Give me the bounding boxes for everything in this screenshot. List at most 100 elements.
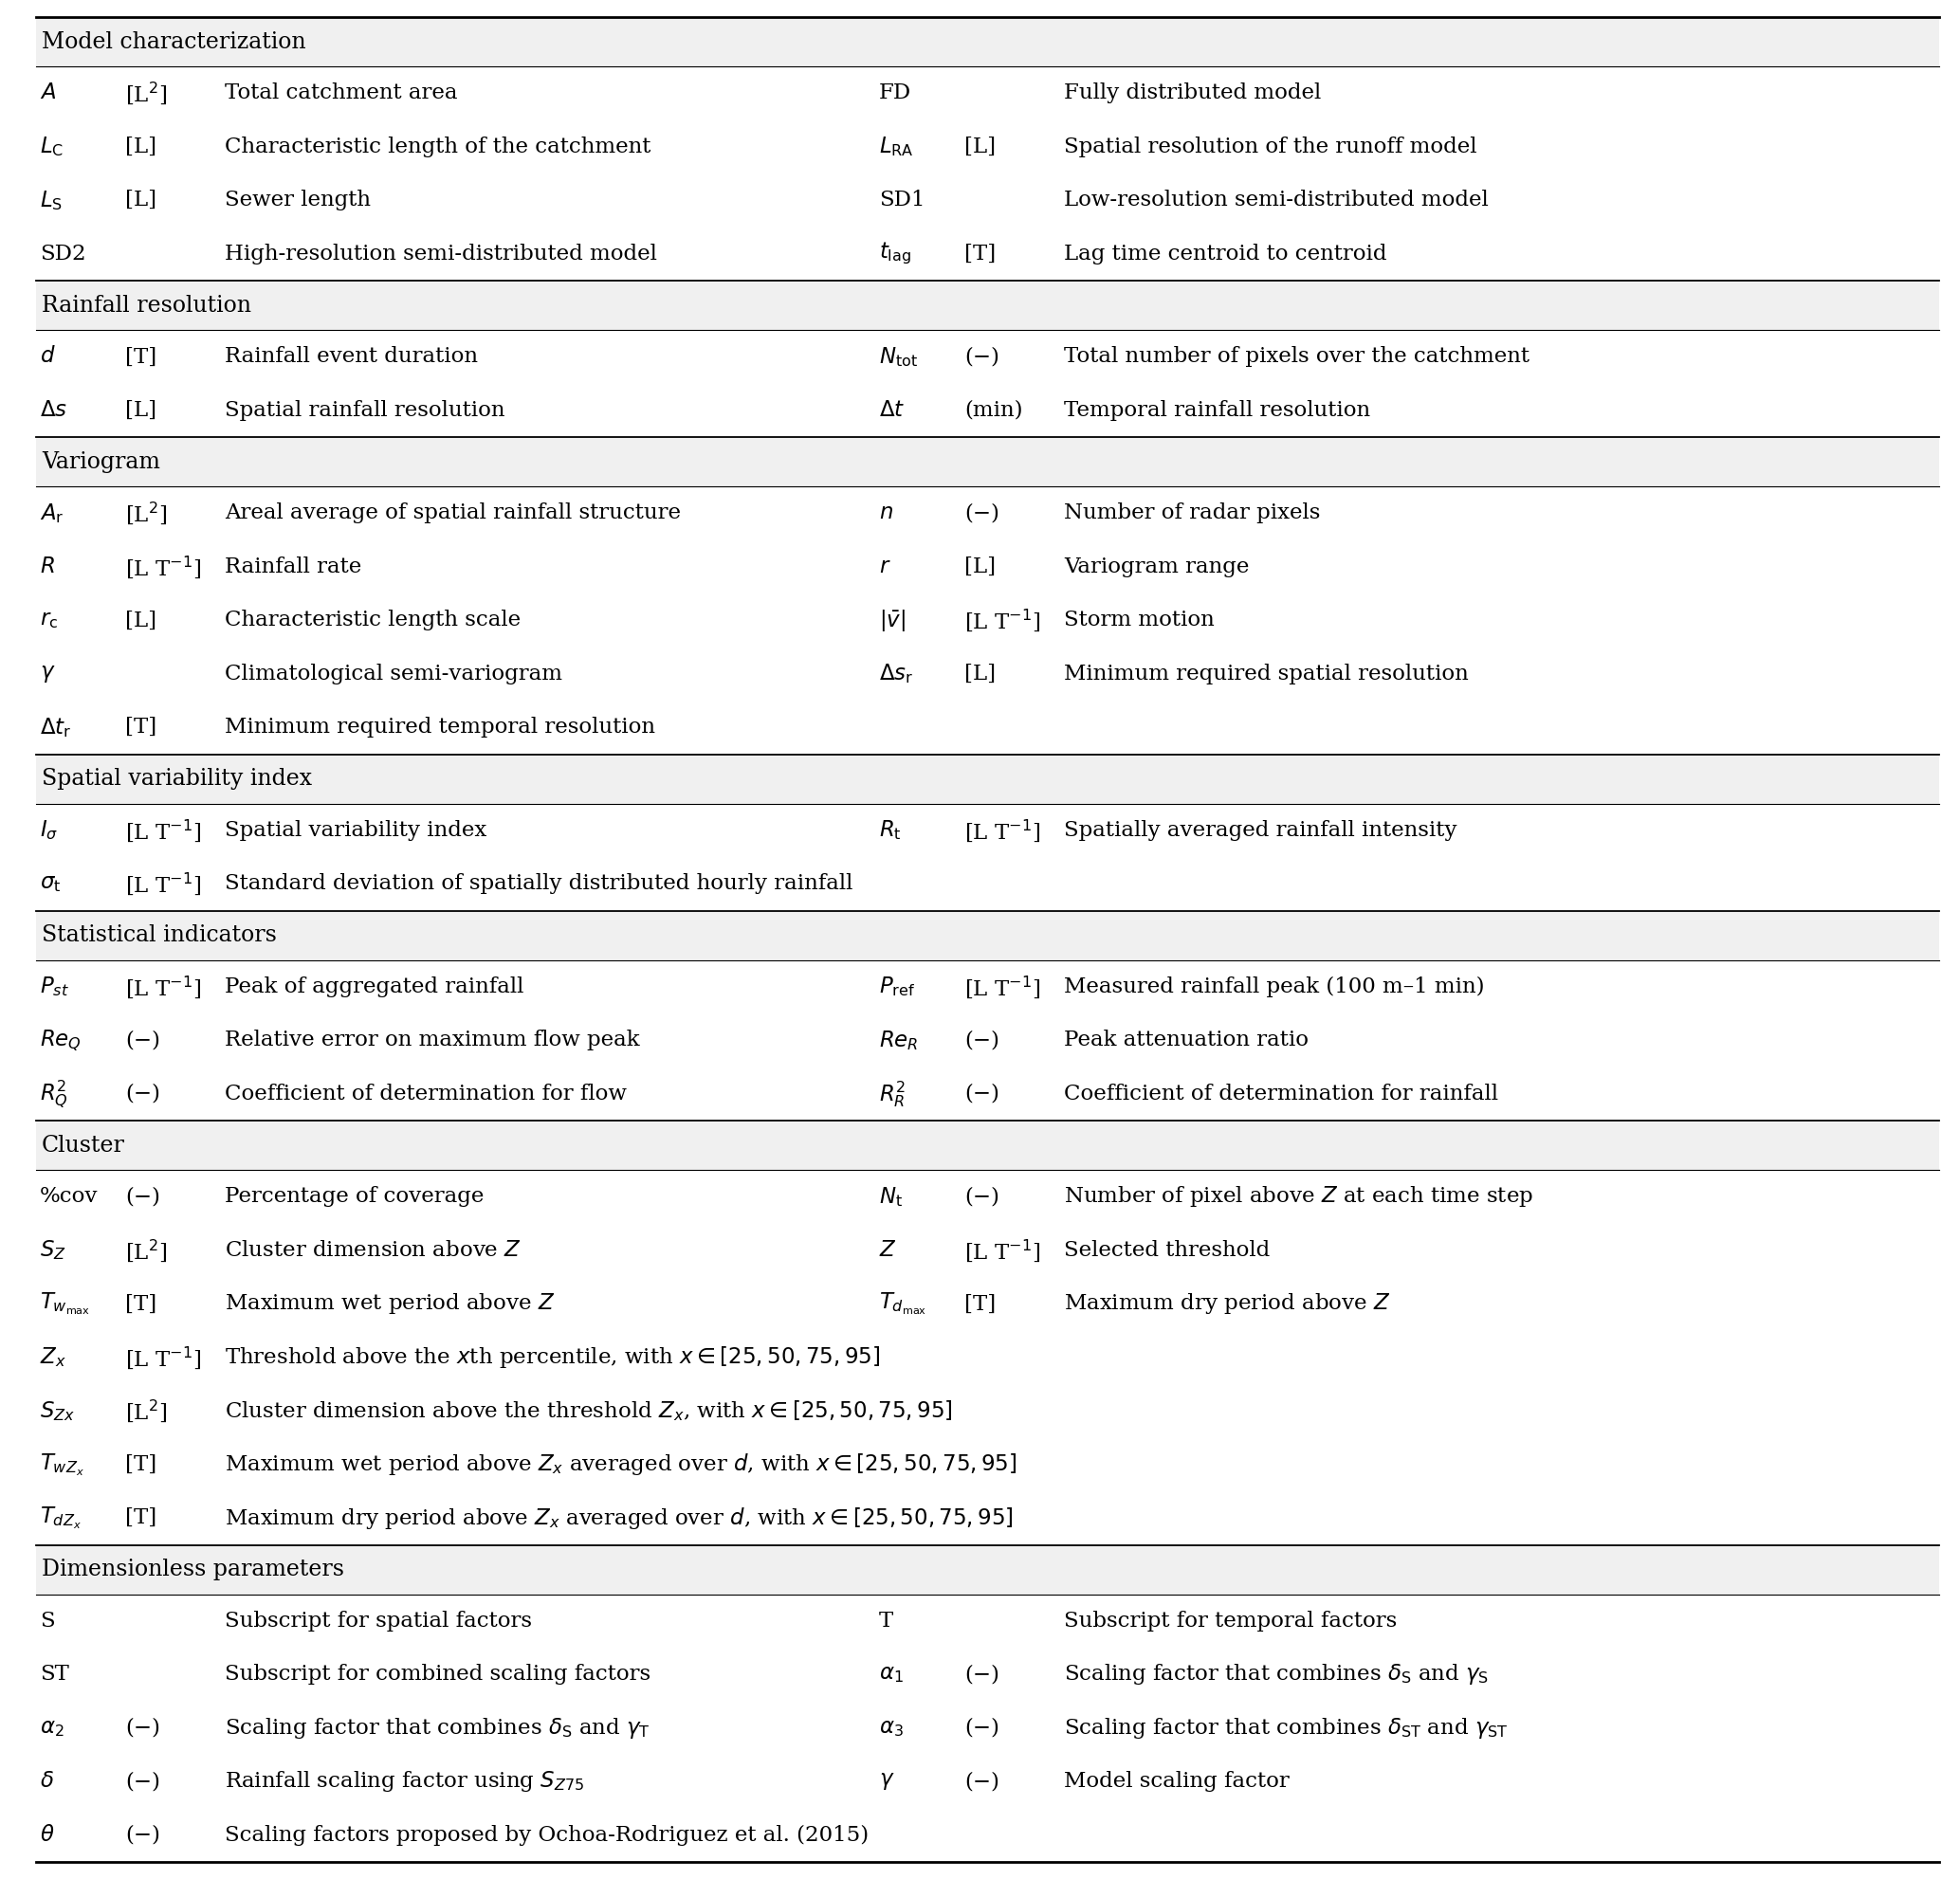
Text: [L$^{2}$]: [L$^{2}$]	[125, 500, 167, 526]
Text: $Z_{x}$: $Z_{x}$	[39, 1345, 67, 1370]
Text: [L T$^{-1}$]: [L T$^{-1}$]	[964, 607, 1041, 633]
Text: Total catchment area: Total catchment area	[225, 83, 457, 103]
Text: (−): (−)	[125, 1717, 161, 1738]
Text: Spatial rainfall resolution: Spatial rainfall resolution	[225, 400, 506, 421]
Text: $R_{Q}^{2}$: $R_{Q}^{2}$	[39, 1079, 69, 1110]
Text: $\alpha_2$: $\alpha_2$	[39, 1717, 65, 1738]
Text: [L T$^{-1}$]: [L T$^{-1}$]	[964, 817, 1041, 844]
Text: Threshold above the $x$th percentile, with $x \in [25, 50, 75, 95]$: Threshold above the $x$th percentile, wi…	[225, 1345, 880, 1370]
Text: Relative error on maximum flow peak: Relative error on maximum flow peak	[225, 1030, 639, 1050]
Text: $A_{\mathrm{r}}$: $A_{\mathrm{r}}$	[39, 502, 65, 524]
Text: (−): (−)	[125, 1084, 161, 1105]
Text: Coefficient of determination for rainfall: Coefficient of determination for rainfal…	[1064, 1084, 1497, 1105]
Text: [L]: [L]	[125, 400, 157, 421]
Text: $|\bar{v}|$: $|\bar{v}|$	[878, 607, 906, 633]
Text: Rainfall rate: Rainfall rate	[225, 556, 361, 577]
Text: Measured rainfall peak (100 m–1 min): Measured rainfall peak (100 m–1 min)	[1064, 977, 1484, 998]
Text: (−): (−)	[964, 1084, 1000, 1105]
Text: Low-resolution semi-distributed model: Low-resolution semi-distributed model	[1064, 190, 1488, 210]
Text: Spatial variability index: Spatial variability index	[225, 819, 486, 840]
Text: Rainfall event duration: Rainfall event duration	[225, 346, 478, 366]
Text: Minimum required spatial resolution: Minimum required spatial resolution	[1064, 663, 1468, 684]
Text: $S_{Zx}$: $S_{Zx}$	[39, 1400, 74, 1422]
Text: [L T$^{-1}$]: [L T$^{-1}$]	[125, 554, 202, 581]
Text: $Z$: $Z$	[878, 1240, 896, 1261]
Text: (−): (−)	[964, 1186, 1000, 1208]
Text: Selected threshold: Selected threshold	[1064, 1240, 1270, 1261]
Text: Maximum dry period above $Z_x$ averaged over $d$, with $x \in [25, 50, 75, 95]$: Maximum dry period above $Z_x$ averaged …	[225, 1505, 1013, 1531]
Text: Rainfall scaling factor using $S_{Z75}$: Rainfall scaling factor using $S_{Z75}$	[225, 1770, 584, 1794]
Text: [L]: [L]	[964, 137, 996, 158]
Text: $t_{\mathrm{lag}}$: $t_{\mathrm{lag}}$	[878, 241, 911, 267]
Bar	[35, 1545, 1938, 1593]
Text: [T]: [T]	[964, 244, 996, 265]
Text: $R_{\mathrm{t}}$: $R_{\mathrm{t}}$	[878, 819, 902, 842]
Text: SD2: SD2	[39, 244, 86, 265]
Text: $T_{wZ_x}$: $T_{wZ_x}$	[39, 1451, 84, 1477]
Text: [L]: [L]	[125, 137, 157, 158]
Text: Statistical indicators: Statistical indicators	[41, 924, 276, 947]
Text: Variogram range: Variogram range	[1064, 556, 1249, 577]
Text: Minimum required temporal resolution: Minimum required temporal resolution	[225, 718, 655, 738]
Text: Climatological semi-variogram: Climatological semi-variogram	[225, 663, 563, 684]
Text: $L_{\mathrm{C}}$: $L_{\mathrm{C}}$	[39, 135, 63, 158]
Text: Lag time centroid to centroid: Lag time centroid to centroid	[1064, 244, 1388, 265]
Text: SD1: SD1	[878, 190, 925, 210]
Text: High-resolution semi-distributed model: High-resolution semi-distributed model	[225, 244, 657, 265]
Bar	[35, 280, 1938, 331]
Bar	[35, 753, 1938, 804]
Text: Subscript for spatial factors: Subscript for spatial factors	[225, 1610, 531, 1631]
Text: Cluster dimension above $Z$: Cluster dimension above $Z$	[225, 1240, 521, 1261]
Text: [T]: [T]	[125, 718, 157, 738]
Text: Dimensionless parameters: Dimensionless parameters	[41, 1560, 345, 1580]
Text: [L]: [L]	[125, 190, 157, 210]
Text: $P_{st}$: $P_{st}$	[39, 975, 69, 998]
Text: $Re_{Q}$: $Re_{Q}$	[39, 1028, 82, 1052]
Text: $T_{d_{\mathrm{max}}}$: $T_{d_{\mathrm{max}}}$	[878, 1291, 927, 1317]
Text: [L]: [L]	[964, 556, 996, 577]
Text: $\gamma$: $\gamma$	[878, 1772, 894, 1793]
Text: $S_{Z}$: $S_{Z}$	[39, 1238, 67, 1263]
Text: Standard deviation of spatially distributed hourly rainfall: Standard deviation of spatially distribu…	[225, 874, 853, 894]
Text: $\Delta t_{\mathrm{r}}$: $\Delta t_{\mathrm{r}}$	[39, 716, 71, 738]
Text: $R$: $R$	[39, 556, 55, 577]
Bar	[35, 911, 1938, 960]
Text: $Re_{R}$: $Re_{R}$	[878, 1028, 919, 1052]
Text: Maximum dry period above $Z$: Maximum dry period above $Z$	[1064, 1291, 1390, 1317]
Text: $\delta$: $\delta$	[39, 1772, 55, 1793]
Text: FD: FD	[878, 83, 911, 103]
Text: [L$^{2}$]: [L$^{2}$]	[125, 81, 167, 107]
Text: Peak attenuation ratio: Peak attenuation ratio	[1064, 1030, 1309, 1050]
Text: Scaling factor that combines $\delta_{\mathrm{S}}$ and $\gamma_{\mathrm{T}}$: Scaling factor that combines $\delta_{\m…	[225, 1716, 651, 1740]
Text: Total number of pixels over the catchment: Total number of pixels over the catchmen…	[1064, 346, 1529, 366]
Text: Maximum wet period above $Z_x$ averaged over $d$, with $x \in [25, 50, 75, 95]$: Maximum wet period above $Z_x$ averaged …	[225, 1452, 1017, 1477]
Text: $r$: $r$	[878, 556, 892, 577]
Text: Scaling factor that combines $\delta_{\mathrm{S}}$ and $\gamma_{\mathrm{S}}$: Scaling factor that combines $\delta_{\m…	[1064, 1663, 1490, 1687]
Text: $d$: $d$	[39, 346, 55, 366]
Text: Number of pixel above $Z$ at each time step: Number of pixel above $Z$ at each time s…	[1064, 1184, 1533, 1210]
Text: [L T$^{-1}$]: [L T$^{-1}$]	[125, 870, 202, 896]
Text: (−): (−)	[964, 1030, 1000, 1050]
Text: [T]: [T]	[964, 1293, 996, 1315]
Text: [L T$^{-1}$]: [L T$^{-1}$]	[964, 973, 1041, 1000]
Bar	[35, 1120, 1938, 1171]
Text: Percentage of coverage: Percentage of coverage	[225, 1186, 484, 1208]
Text: (−): (−)	[125, 1030, 161, 1050]
Text: $P_{\mathrm{ref}}$: $P_{\mathrm{ref}}$	[878, 975, 915, 998]
Text: Variogram: Variogram	[41, 451, 161, 474]
Text: [L T$^{-1}$]: [L T$^{-1}$]	[964, 1238, 1041, 1263]
Text: Maximum wet period above $Z$: Maximum wet period above $Z$	[225, 1291, 555, 1317]
Text: Spatial resolution of the runoff model: Spatial resolution of the runoff model	[1064, 137, 1478, 158]
Text: Spatially averaged rainfall intensity: Spatially averaged rainfall intensity	[1064, 819, 1456, 840]
Text: [L]: [L]	[125, 611, 157, 631]
Text: Cluster: Cluster	[41, 1135, 125, 1156]
Text: Spatial variability index: Spatial variability index	[41, 769, 312, 789]
Text: (−): (−)	[964, 504, 1000, 524]
Text: Scaling factor that combines $\delta_{\mathrm{ST}}$ and $\gamma_{\mathrm{ST}}$: Scaling factor that combines $\delta_{\m…	[1064, 1716, 1509, 1740]
Text: $\sigma_{\mathrm{t}}$: $\sigma_{\mathrm{t}}$	[39, 874, 61, 894]
Text: %cov: %cov	[39, 1186, 98, 1208]
Text: (−): (−)	[125, 1772, 161, 1793]
Text: (−): (−)	[964, 1772, 1000, 1793]
Text: Number of radar pixels: Number of radar pixels	[1064, 504, 1321, 524]
Text: $n$: $n$	[878, 504, 894, 524]
